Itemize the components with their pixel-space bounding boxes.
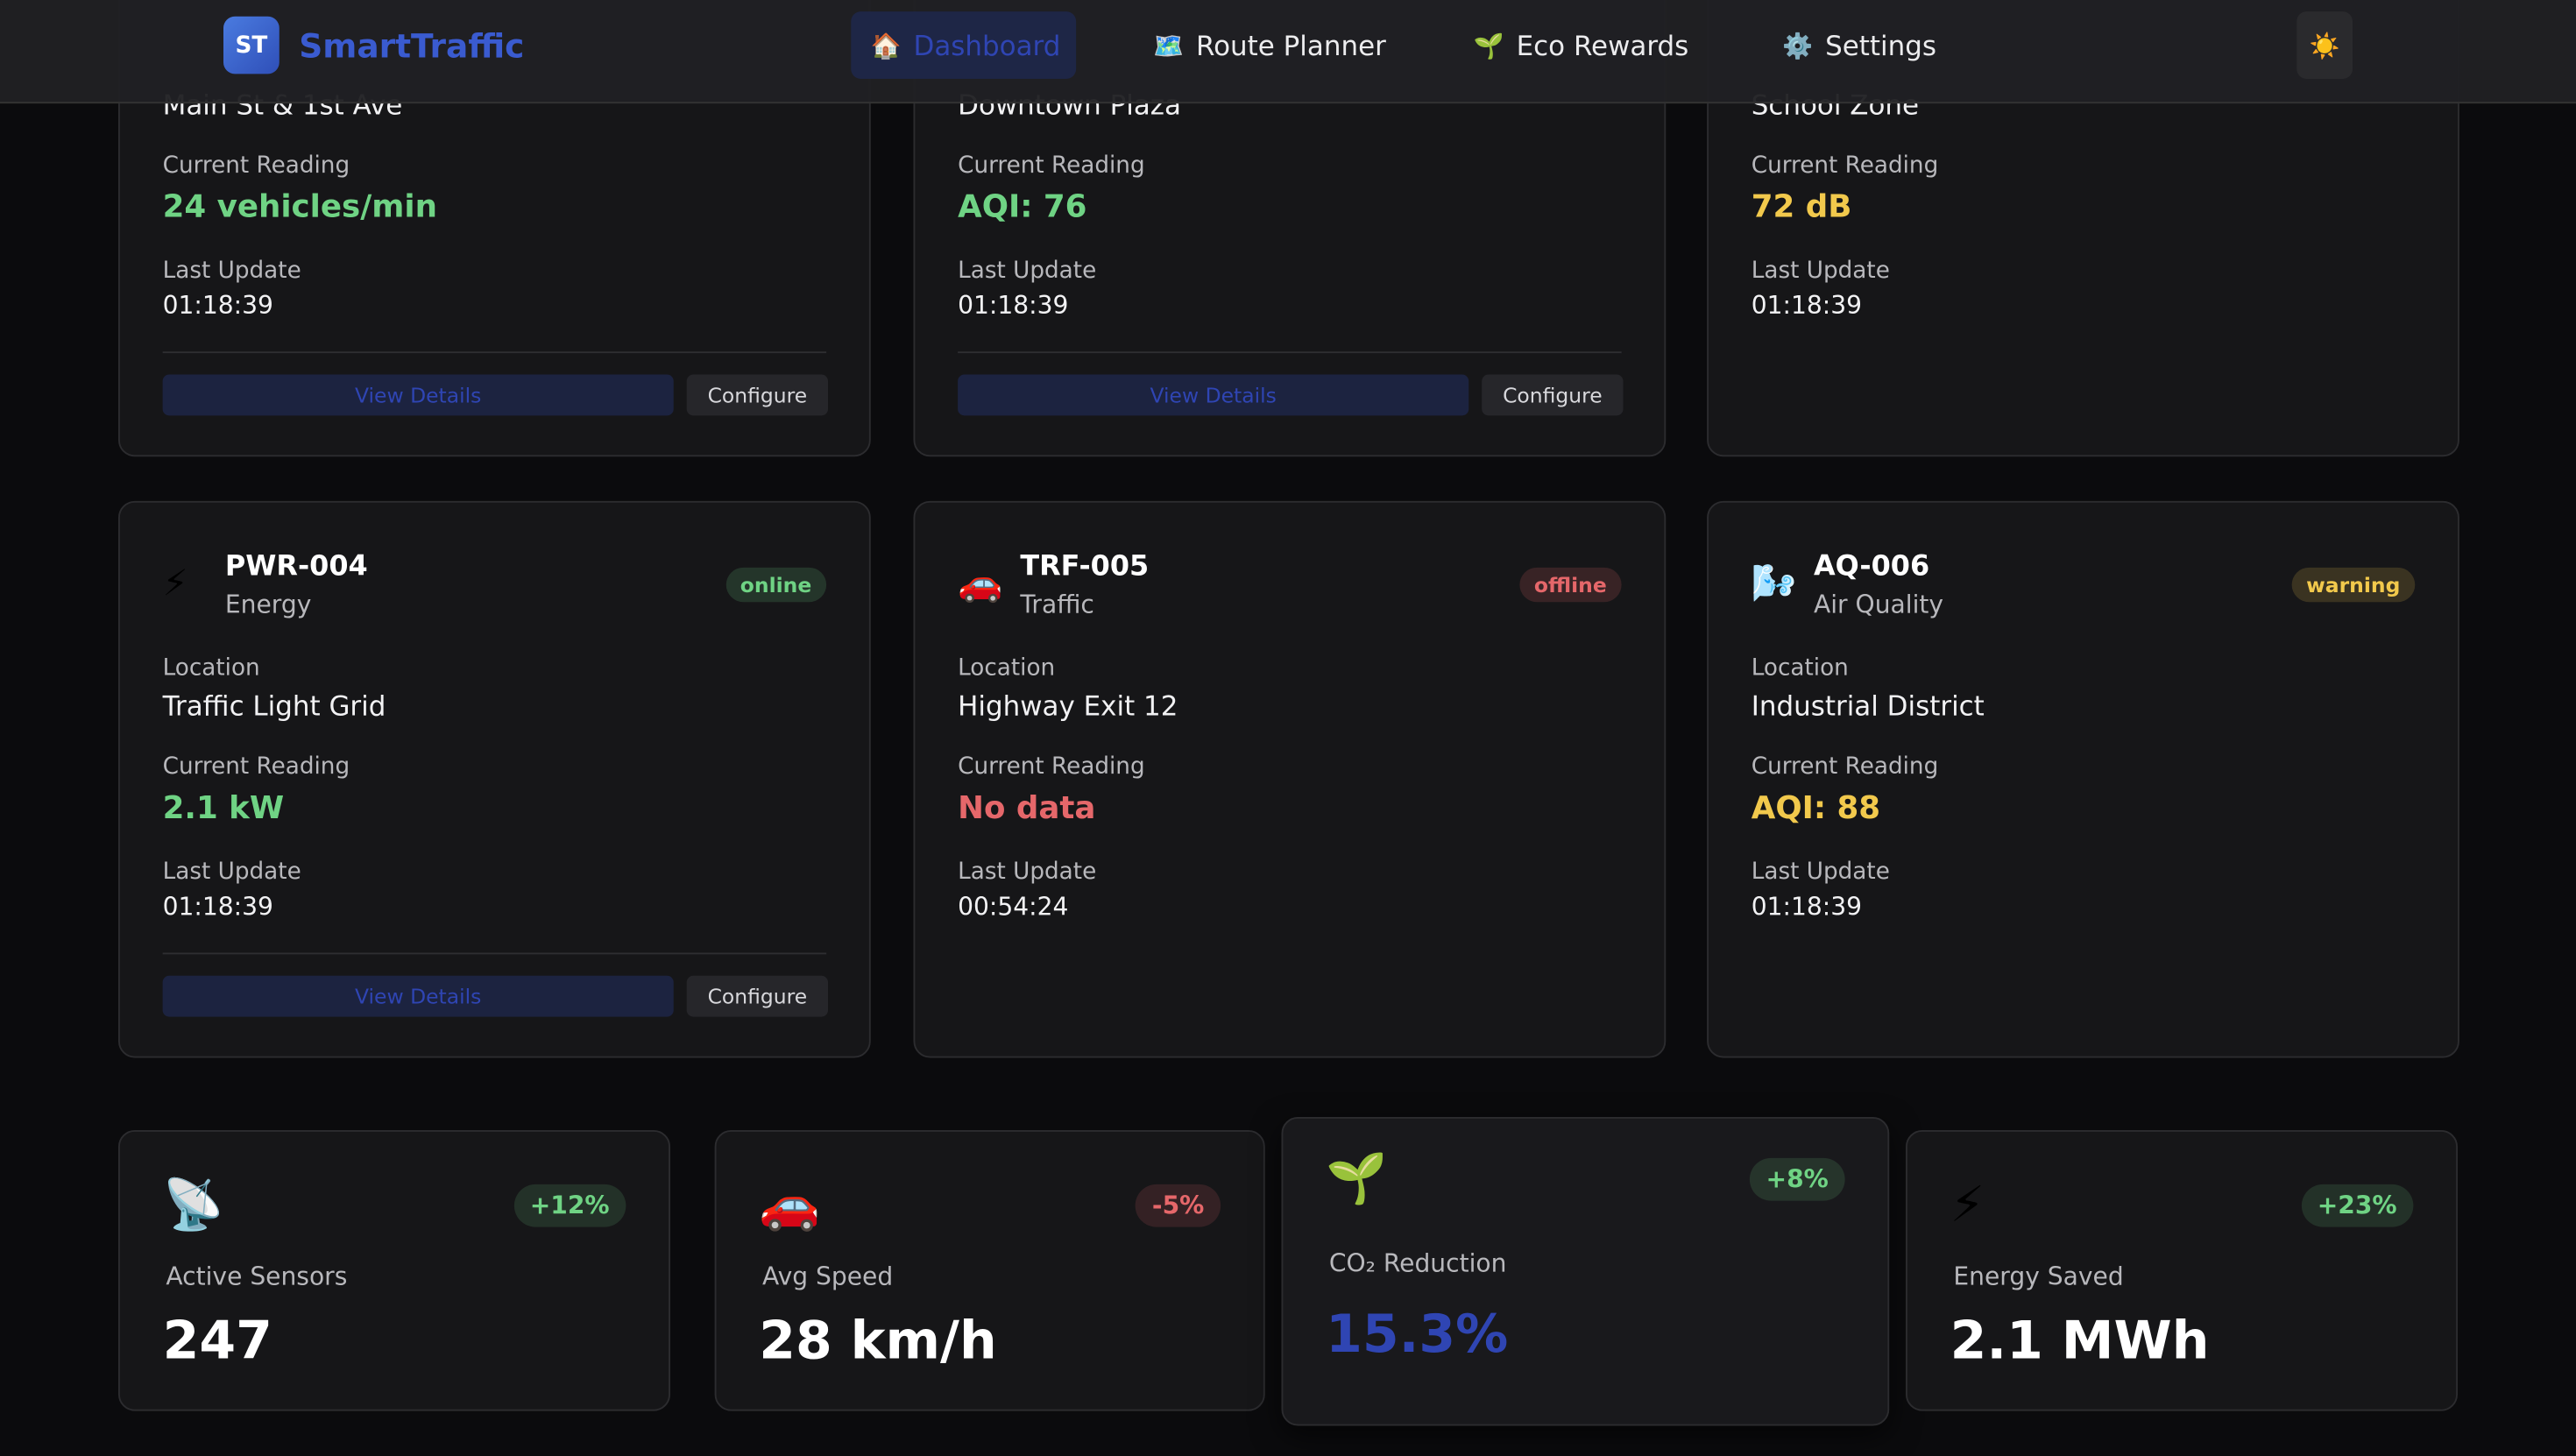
nav-icon[interactable]: ⚙️ [1782, 31, 1814, 61]
location-label: Location [958, 655, 1056, 682]
stat-label: Energy Saved [1953, 1262, 2124, 1291]
sensor-card: ⚡ PWR-004 Energy online Location Traffic Ligh… [118, 500, 871, 1058]
view-details-button[interactable]: View Details [162, 374, 674, 416]
top-nav: ST SmartTraffic 🏠 Dashboard 🗺️ Route Planner 🌱… [0, 0, 2576, 104]
sensor-icon: ⚡ [162, 564, 188, 605]
nav-active-pill [851, 11, 1077, 79]
configure-button[interactable]: Configure [686, 975, 828, 1017]
reading-label: Current Reading [162, 753, 350, 781]
stat-icon: 📡 [162, 1177, 224, 1235]
change-badge: +12% [513, 1184, 626, 1227]
status-badge: warning [2291, 567, 2416, 603]
update-label: Last Update [162, 258, 301, 285]
change-badge: -5% [1136, 1184, 1221, 1227]
location-label: Location [1751, 655, 1849, 682]
stat-value: 15.3% [1326, 1302, 1509, 1366]
reading-label: Current Reading [1751, 152, 1939, 180]
stat-label: Avg Speed [762, 1262, 894, 1291]
location: Highway Exit 12 [958, 690, 1178, 723]
location: Traffic Light Grid [162, 690, 386, 723]
nav-link[interactable]: Eco Rewards [1516, 30, 1689, 62]
nav-link[interactable]: Settings [1825, 30, 1937, 62]
reading: 24 vehicles/min [162, 188, 437, 225]
stat-icon: 🌱 [1326, 1150, 1388, 1209]
update-time: 01:18:39 [162, 892, 273, 922]
sensor-id: TRF-005 [1020, 550, 1150, 583]
sensor-icon: 🚗 [958, 564, 1003, 605]
reading: 2.1 kW [162, 789, 285, 827]
sensor-type: Traffic [1020, 590, 1094, 619]
stat-card: 📡 +12% Active Sensors 247 [118, 1130, 670, 1411]
nav-link[interactable]: Route Planner [1196, 30, 1386, 62]
stat-label: Active Sensors [166, 1262, 348, 1291]
status-badge: offline [1518, 567, 1622, 603]
divider [162, 351, 827, 354]
stat-card: 🚗 -5% Avg Speed 28 km/h [714, 1130, 1265, 1411]
sensor-id: PWR-004 [224, 550, 368, 583]
update-label: Last Update [162, 859, 301, 886]
nav-icon[interactable]: 🏠 [870, 31, 902, 61]
status-badge: online [725, 567, 827, 603]
update-label: Last Update [1751, 859, 1890, 886]
reading: AQI: 88 [1751, 789, 1881, 827]
reading: No data [958, 789, 1096, 827]
sensor-icon: 🌬️ [1751, 564, 1797, 605]
sensor-card: 🚗 TRF-005 Traffic offline Location Highway Ex… [913, 500, 1667, 1058]
reading-label: Current Reading [958, 753, 1145, 781]
nav-icon[interactable]: 🌱 [1473, 31, 1504, 61]
stat-value: 2.1 MWh [1950, 1309, 2210, 1372]
stat-icon: ⚡ [1950, 1177, 1985, 1235]
configure-button[interactable]: Configure [1482, 374, 1624, 416]
location: Industrial District [1751, 690, 1985, 723]
reading-label: Current Reading [162, 152, 350, 180]
update-time: 01:18:39 [1751, 892, 1863, 922]
stat-card: 🌱 +8% CO₂ Reduction 15.3% [1281, 1117, 1890, 1426]
update-label: Last Update [1751, 258, 1890, 285]
change-badge: +8% [1749, 1157, 1845, 1201]
reading-label: Current Reading [958, 152, 1145, 180]
update-time: 00:54:24 [958, 892, 1069, 922]
sensor-card: 🌬️ AQ-006 Air Quality warning Location Indust… [1707, 500, 2459, 1058]
update-time: 01:18:39 [162, 290, 273, 321]
nav-link[interactable]: Dashboard [913, 30, 1061, 62]
stat-icon: 🚗 [759, 1177, 821, 1235]
configure-button[interactable]: Configure [686, 374, 828, 416]
stat-card: ⚡ +23% Energy Saved 2.1 MWh [1906, 1130, 2458, 1411]
divider [958, 351, 1622, 354]
divider [162, 952, 827, 955]
nav-icon[interactable]: 🗺️ [1153, 31, 1185, 61]
sensor-type: Energy [224, 590, 312, 619]
theme-toggle[interactable]: ☀️ [2296, 11, 2353, 79]
update-label: Last Update [958, 859, 1097, 886]
location-label: Location [162, 655, 260, 682]
view-details-button[interactable]: View Details [958, 374, 1469, 416]
update-time: 01:18:39 [1751, 290, 1863, 321]
brand[interactable]: SmartTraffic [299, 26, 525, 66]
sensor-type: Air Quality [1814, 590, 1944, 619]
update-label: Last Update [958, 258, 1097, 285]
view-details-button[interactable]: View Details [162, 975, 674, 1017]
change-badge: +23% [2300, 1184, 2414, 1227]
logo[interactable]: ST [223, 16, 280, 74]
stat-label: CO₂ Reduction [1328, 1248, 1507, 1278]
reading-label: Current Reading [1751, 753, 1939, 781]
stat-value: 28 km/h [759, 1309, 997, 1372]
reading: AQI: 76 [958, 188, 1087, 225]
sensor-id: AQ-006 [1814, 550, 1930, 583]
update-time: 01:18:39 [958, 290, 1069, 321]
stat-value: 247 [162, 1309, 272, 1372]
reading: 72 dB [1751, 188, 1852, 225]
